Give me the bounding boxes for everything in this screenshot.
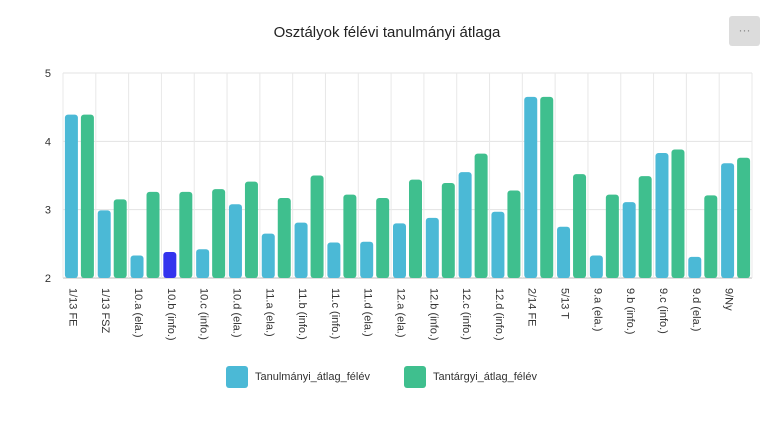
bar-tantargyi [146, 191, 160, 278]
x-tick-label: 9/Ny [723, 288, 735, 311]
x-tick-label: 11.a (ela.) [263, 288, 275, 337]
legend-swatch-tantargyi [404, 366, 426, 388]
bar-tanulmanyi [360, 241, 374, 278]
bar-tantargyi [212, 189, 226, 278]
bar-tantargyi [605, 194, 619, 278]
chart-menu-button[interactable]: ··· [729, 16, 760, 46]
bar-tanulmanyi [163, 252, 177, 278]
x-tick-label: 12.c (info.) [460, 288, 472, 340]
x-tick-label: 9.a (ela.) [591, 288, 603, 331]
bar-tantargyi [507, 190, 521, 278]
x-tick-label: 10.d (ela.) [230, 288, 242, 338]
bar-tantargyi [441, 183, 455, 278]
x-tick-label: 10.c (info.) [198, 288, 210, 340]
legend-label-tanulmanyi: Tanulmányi_átlag_félév [255, 371, 370, 383]
bar-tantargyi [113, 199, 127, 278]
bar-tanulmanyi [64, 114, 78, 278]
bar-tanulmanyi [130, 255, 144, 278]
legend-label-tantargyi: Tantárgyi_átlag_félév [433, 371, 537, 383]
bar-tanulmanyi [589, 255, 603, 278]
bar-tantargyi [638, 176, 652, 278]
x-tick-label: 5/13 T [559, 288, 571, 319]
bar-tanulmanyi [458, 172, 472, 278]
bar-tanulmanyi [721, 163, 735, 278]
bar-tanulmanyi [327, 242, 341, 278]
bar-tanulmanyi [97, 210, 111, 278]
bar-tanulmanyi [425, 217, 439, 278]
x-tick-label: 2/14 FE [526, 288, 538, 327]
bar-tanulmanyi [196, 249, 210, 278]
legend-item-tantargyi[interactable]: Tantárgyi_átlag_félév [404, 366, 537, 388]
bar-tantargyi [737, 157, 751, 278]
x-tick-label: 1/13 FE [66, 288, 78, 327]
bar-tantargyi [277, 198, 291, 278]
x-tick-label: 11.c (info.) [329, 288, 341, 339]
y-tick-label: 4 [45, 136, 51, 148]
bar-tantargyi [80, 114, 94, 278]
chart-title: Osztályok félévi tanulmányi átlaga [273, 24, 501, 41]
x-tick-label: 12.a (ela.) [395, 288, 407, 338]
bar-tanulmanyi [393, 223, 406, 278]
bar-tanulmanyi [524, 96, 538, 279]
bar-tantargyi [179, 191, 193, 278]
bar-tanulmanyi [228, 204, 242, 278]
bar-tanulmanyi [557, 226, 571, 278]
x-tick-label: 9.c (info.) [657, 288, 669, 334]
x-tick-label: 9.b (info.) [624, 288, 636, 334]
bar-tantargyi [474, 153, 488, 278]
legend-item-tanulmanyi[interactable]: Tanulmányi_átlag_félév [226, 366, 370, 388]
x-tick-label: 10.a (ela.) [132, 288, 144, 338]
y-tick-label: 3 [45, 205, 51, 217]
bar-tantargyi [671, 149, 685, 278]
bar-tantargyi [573, 174, 587, 278]
bar-tantargyi [343, 194, 357, 278]
bar-tanulmanyi [294, 222, 308, 278]
bar-tantargyi [376, 198, 390, 278]
y-tick-label: 2 [45, 273, 51, 285]
y-tick-label: 5 [45, 68, 51, 80]
bar-tanulmanyi [655, 152, 669, 278]
bar-tanulmanyi [261, 233, 275, 278]
bar-tantargyi [704, 195, 718, 278]
x-tick-label: 9.d (ela.) [690, 288, 702, 331]
x-tick-label: 11.d (ela.) [362, 288, 374, 337]
bar-tanulmanyi [622, 202, 636, 278]
bar-tantargyi [540, 96, 554, 279]
bar-tanulmanyi [491, 211, 505, 278]
bar-tanulmanyi [688, 256, 702, 278]
bar-tantargyi [310, 175, 324, 278]
bar-tantargyi [244, 181, 258, 278]
x-tick-label: 1/13 FSZ [99, 288, 111, 334]
bar-tantargyi [409, 179, 422, 278]
legend-swatch-tanulmanyi [226, 366, 248, 388]
x-tick-label: 11.b (info.) [296, 288, 308, 340]
x-tick-label: 10.b (info.) [165, 288, 177, 341]
x-tick-label: 12.b (info.) [427, 288, 439, 341]
x-tick-label: 12.d (info.) [493, 288, 505, 341]
